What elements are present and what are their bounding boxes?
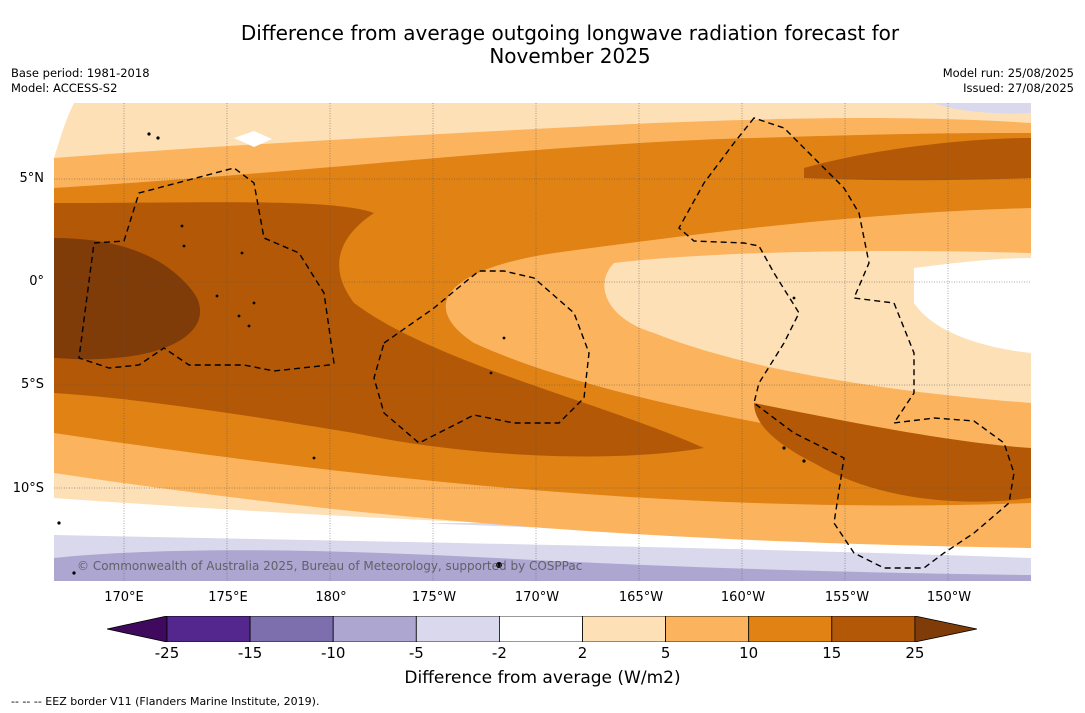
lat-label-5n: 5°N [19,171,45,186]
lon-label-165w: 165°W [618,590,664,605]
colorbar-swatch [415,616,500,642]
colorbar-swatch [582,616,666,642]
band-minus5-south [54,550,1031,581]
title-line-1: Difference from average outgoing longwav… [240,21,900,45]
colorbar-swatches [107,616,977,642]
model-name: Model: ACCESS-S2 [11,80,118,95]
lat-label-10s: 10°S [12,481,44,496]
purple-corner-ne [934,103,1031,114]
meta-left: Base period: 1981-2018 Model: ACCESS-S2 [11,66,150,95]
lat-label-5s: 5°S [20,377,44,392]
colorbar-label: Difference from average (W/m2) [404,668,681,688]
colorbar-tick-label: 25 [905,644,925,662]
lon-label-170e: 170°E [104,590,144,605]
map-area [54,103,1031,581]
colorbar-swatch [332,616,417,642]
colorbar-tick-label: -2 [491,644,507,662]
band-white-south [54,498,1031,558]
colorbar-extend-low [107,616,168,642]
meta-right: Model run: 25/08/2025 Issued: 27/08/2025 [943,66,1074,95]
lon-label-160w: 160°W [720,590,766,605]
colorbar-tick-label: -5 [408,644,424,662]
white-corner-nw [54,103,74,158]
lon-label-170w: 170°W [514,590,560,605]
band-15-25-southeast [754,403,1031,502]
colorbar-swatch [166,616,251,642]
colorbar [107,616,977,642]
copyright-notice: © Commonwealth of Australia 2025, Bureau… [77,559,583,573]
colorbar-extend-high [914,616,977,642]
colorbar-swatch [498,616,583,642]
colorbar-tick-label: -15 [237,644,263,662]
model-run: Model run: 25/08/2025 [942,66,1074,80]
colorbar-tick-label: 2 [577,644,588,662]
lon-label-155w: 155°W [824,590,870,605]
white-patch-north [234,131,272,147]
colorbar-swatch [665,616,750,642]
eez-borders [78,117,1015,569]
issued-date: Issued: 27/08/2025 [963,80,1074,95]
title-line-2: November 2025 [489,44,651,68]
gridlines [54,103,1031,581]
lat-label-0: 0° [29,274,44,289]
lon-label-150w: 150°W [926,590,972,605]
colorbar-swatch [249,616,334,642]
olr-anomaly-map [54,103,1031,581]
lon-label-175e: 175°E [208,590,248,605]
base-period: Base period: 1981-2018 [11,66,150,80]
colorbar-swatch [748,616,833,642]
band-15-25 [54,202,704,457]
band-15-25-east [804,138,1031,181]
lon-label-175w: 175°W [411,590,457,605]
colorbar-tick-label: 15 [822,644,842,662]
colorbar-tick-label: -10 [320,644,346,662]
colorbar-tick-label: -25 [154,644,180,662]
islands [57,132,806,575]
lon-label-180: 180° [315,590,347,605]
eez-legend-note: -- -- -- EEZ border V11 (Flanders Marine… [11,695,320,708]
colorbar-swatch [831,616,916,642]
colorbar-tick-label: 5 [660,644,671,662]
map-title: Difference from average outgoing longwav… [0,22,1085,68]
colorbar-tick-label: 10 [739,644,759,662]
